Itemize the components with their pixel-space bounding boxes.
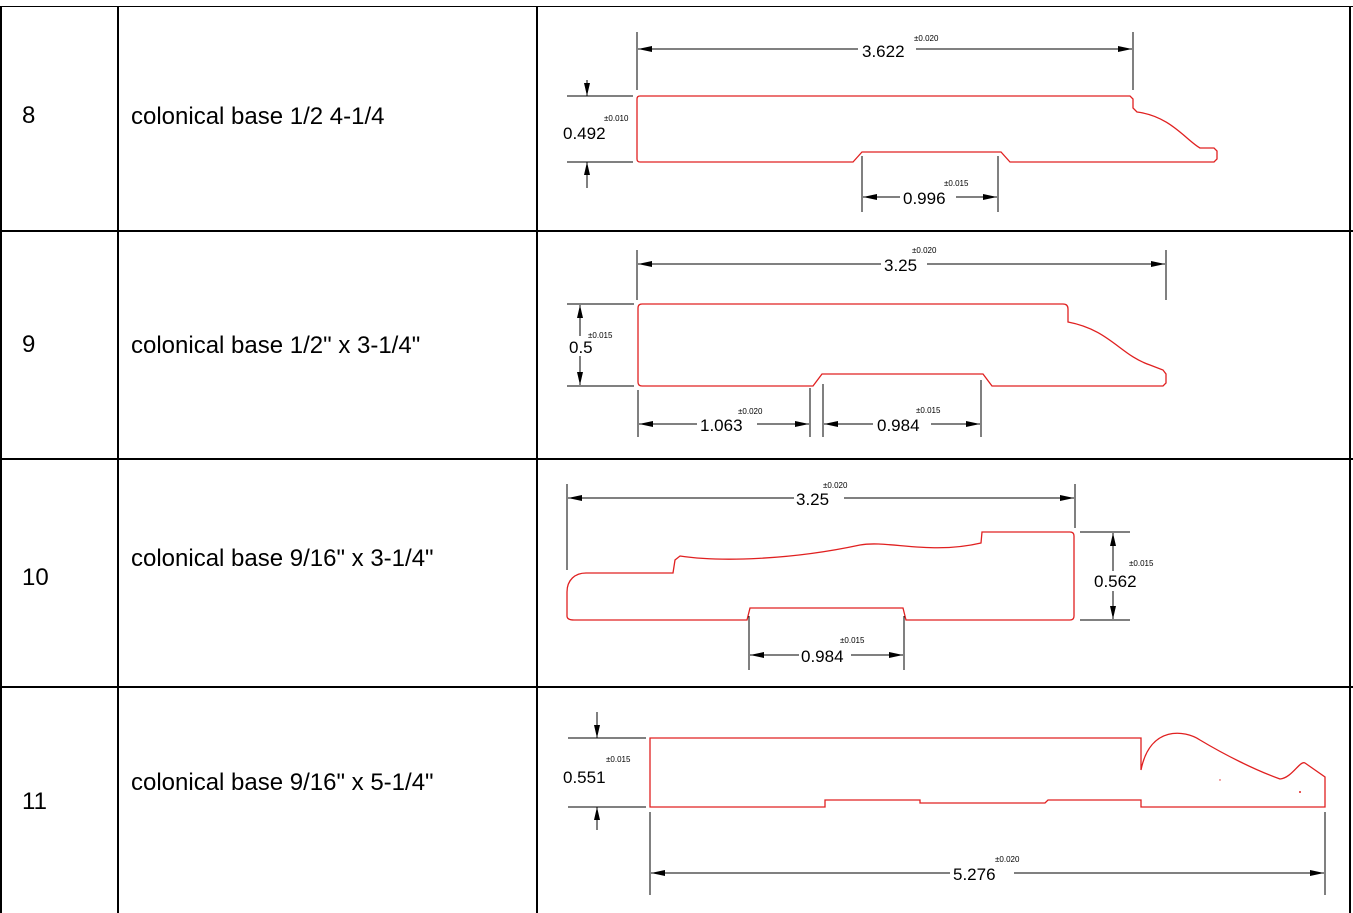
dimension-tolerance: ±0.015: [606, 755, 631, 764]
row-description: colonical base 9/16" x 3-1/4": [131, 545, 434, 572]
dimension-width: 5.276: [953, 865, 996, 884]
dimension-relief: 0.984: [877, 416, 920, 435]
table-border-top: [0, 6, 1353, 7]
dimension-width: 3.25: [796, 490, 829, 509]
dimension-thickness: 0.562: [1094, 572, 1137, 591]
dimension-tolerance: ±0.015: [944, 179, 969, 188]
table-row-divider: [0, 230, 1353, 232]
profile-drawing-row-11: 0.551 ±0.015 5.276 ±0.020: [563, 712, 1326, 895]
dimension-width: 3.25: [884, 256, 917, 275]
dimension-tolerance: ±0.020: [912, 246, 937, 255]
dimension-tolerance: ±0.020: [823, 481, 848, 490]
row-description: colonical base 1/2" x 3-1/4": [131, 332, 421, 359]
molding-profile: [636, 95, 1218, 163]
dimension-thickness: 0.551: [563, 768, 606, 787]
dimension-relief: 0.984: [801, 647, 844, 666]
dimension-tolerance: ±0.015: [588, 331, 613, 340]
dimension-offset: 1.063: [700, 416, 743, 435]
dimension-thickness: 0.492: [563, 124, 606, 143]
dimension-tolerance: ±0.020: [995, 855, 1020, 864]
profile-drawing-row-8: 3.622 ±0.020 0.492 ±0.010 0.996 ±0.015: [563, 32, 1218, 212]
table-row-divider: [0, 458, 1353, 460]
dimension-tolerance: ±0.015: [840, 636, 865, 645]
row-number: 8: [22, 102, 36, 129]
row-number: 9: [22, 331, 36, 358]
table-column-divider: [117, 6, 119, 913]
dimension-tolerance: ±0.020: [738, 407, 763, 416]
dimension-relief: 0.996: [903, 189, 946, 208]
table-row-divider: [0, 686, 1353, 688]
row-number: 10: [22, 564, 49, 591]
table-column-divider: [0, 6, 2, 913]
dimension-thickness: 0.5: [569, 338, 593, 357]
profile-drawing-row-9: 3.25 ±0.020 0.5 ±0.015 1.063 ±0.020 0.98…: [567, 246, 1167, 437]
row-description: colonical base 9/16" x 5-1/4": [131, 769, 434, 796]
molding-profile: [637, 303, 1167, 387]
table-column-divider: [1349, 6, 1351, 913]
row-number: 11: [22, 788, 47, 815]
table-column-divider: [536, 6, 538, 913]
dimension-tolerance: ±0.015: [1129, 559, 1154, 568]
molding-profile: [566, 531, 1075, 621]
row-description: colonical base 1/2 4-1/4: [131, 103, 385, 130]
profile-drawing-row-10: 3.25 ±0.020 0.562 ±0.015 0.984 ±0.015: [566, 481, 1154, 670]
dimension-tolerance: ±0.010: [604, 114, 629, 123]
molding-profile: [649, 732, 1326, 808]
dimension-tolerance: ±0.015: [916, 406, 941, 415]
dimension-tolerance: ±0.020: [914, 34, 939, 43]
dimension-width: 3.622: [862, 42, 905, 61]
